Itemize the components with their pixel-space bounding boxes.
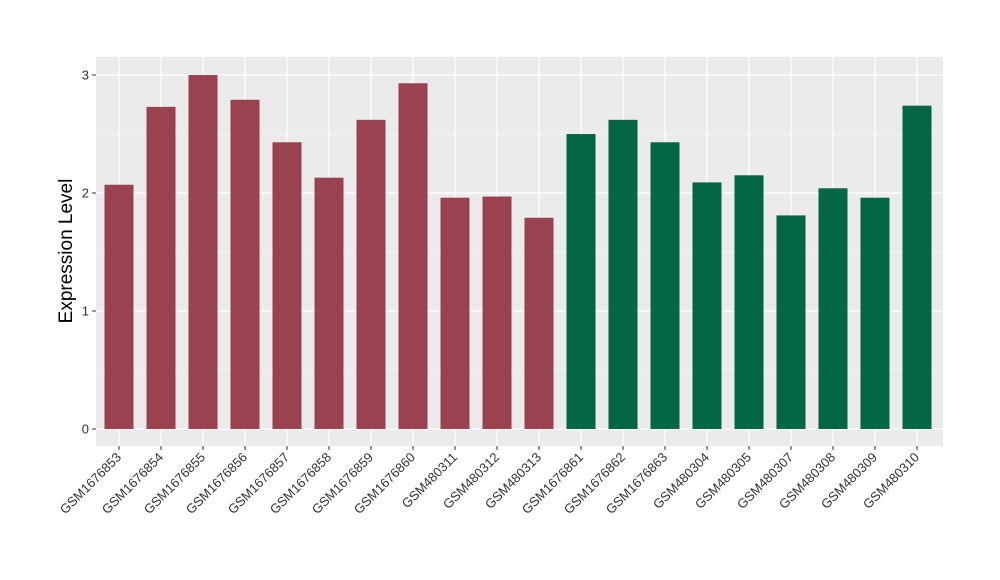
bar-GSM1676861 <box>566 134 596 429</box>
bar-GSM1676859 <box>356 119 386 429</box>
bar-GSM480311 <box>440 197 470 429</box>
y-tick-label: 1 <box>82 304 89 319</box>
bar-GSM1676853 <box>104 184 134 429</box>
y-axis-title: Expression Level <box>56 179 77 324</box>
bar-GSM480309 <box>860 197 890 429</box>
y-tick-label: 0 <box>82 422 89 437</box>
bar-GSM1676857 <box>272 142 302 429</box>
bar-GSM480310 <box>902 105 932 430</box>
bar-GSM1676862 <box>608 119 638 429</box>
bar-GSM1676855 <box>188 75 218 429</box>
bar-GSM1676860 <box>398 83 428 429</box>
y-axis: 0 1 2 3 <box>82 68 96 437</box>
bar-GSM1676858 <box>314 177 344 429</box>
y-tick-label: 2 <box>82 186 89 201</box>
bar-GSM480304 <box>692 182 722 429</box>
bar-GSM1676863 <box>650 142 680 429</box>
plot-panel <box>96 57 943 446</box>
bar-GSM480312 <box>482 196 512 429</box>
x-axis: GSM1676853GSM1676854GSM1676855GSM1676856… <box>57 446 922 517</box>
y-tick-label: 3 <box>82 68 89 83</box>
bar-GSM480308 <box>818 188 848 429</box>
bar-GSM480313 <box>524 217 554 429</box>
bars-group <box>104 75 932 430</box>
bar-GSM1676854 <box>146 106 176 430</box>
bar-GSM480307 <box>776 215 806 429</box>
bar-GSM480305 <box>734 175 764 429</box>
bar-GSM1676856 <box>230 99 260 429</box>
